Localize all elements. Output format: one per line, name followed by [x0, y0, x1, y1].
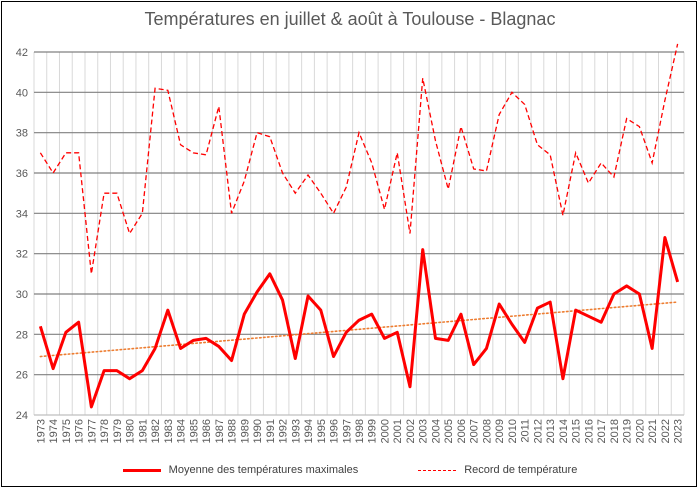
x-tick-label: 2016 [583, 419, 595, 443]
x-tick-label: 1973 [35, 419, 47, 443]
trendline [39, 301, 679, 358]
x-tick-label: 1992 [278, 419, 290, 443]
y-tick-label: 40 [16, 87, 28, 99]
y-tick-label: 34 [16, 208, 28, 220]
x-tick-label: 1975 [61, 419, 73, 443]
y-tick-label: 26 [16, 370, 28, 382]
x-tick-label: 2022 [660, 419, 672, 443]
legend: Moyenne des températures maximales Recor… [0, 460, 700, 480]
x-tick-label: 2005 [443, 419, 455, 443]
x-tick-label: 1998 [354, 419, 366, 443]
x-tick-label: 1976 [74, 419, 86, 443]
x-tick-label: 2002 [405, 419, 417, 443]
x-tick-label: 1987 [214, 419, 226, 443]
legend-dashed-line-swatch [418, 469, 457, 471]
y-tick-label: 42 [16, 47, 28, 59]
x-tick-label: 2020 [634, 419, 646, 443]
x-tick-label: 2001 [392, 419, 404, 443]
x-tick-label: 2003 [418, 419, 430, 443]
chart-title: Températures en juillet & août à Toulous… [144, 9, 556, 29]
x-tick-label: 1977 [86, 419, 98, 443]
y-tick-label: 32 [16, 249, 28, 261]
x-tick-label: 2011 [520, 419, 532, 443]
x-tick-label: 2017 [596, 419, 608, 443]
x-tick-label: 2019 [622, 419, 634, 443]
x-tick-label: 2000 [379, 419, 391, 443]
x-tick-label: 1988 [227, 419, 239, 443]
x-tick-label: 1994 [303, 419, 315, 443]
legend-solid-line-swatch [122, 468, 161, 472]
x-tick-label: 2012 [532, 419, 544, 443]
x-tick-label: 2014 [558, 419, 570, 443]
x-tick-label: 1979 [112, 419, 124, 443]
x-tick-label: 2007 [469, 419, 481, 443]
x-tick-label: 1985 [188, 419, 200, 443]
y-tick-label: 24 [16, 410, 28, 422]
x-tick-label: 1983 [163, 419, 175, 443]
x-tick-label: 1989 [239, 419, 251, 443]
legend-item-mean-max: Moyenne des températures maximales [122, 464, 359, 476]
y-tick-label: 30 [16, 289, 28, 301]
x-tick-label: 1991 [265, 419, 277, 443]
x-tick-label: 1990 [252, 419, 264, 443]
x-tick-label: 2004 [430, 419, 442, 443]
x-tick-label: 2021 [647, 419, 659, 443]
x-tick-label: 1997 [341, 419, 353, 443]
x-tick-label: 1974 [48, 419, 60, 443]
x-tick-label: 2015 [571, 419, 583, 443]
legend-item-record: Record de température [418, 464, 577, 476]
x-tick-label: 1984 [176, 419, 188, 443]
x-tick-label: 1978 [99, 419, 111, 443]
legend-label-record: Record de température [464, 464, 578, 476]
x-tick-label: 2023 [673, 419, 685, 443]
x-tick-label: 2006 [456, 419, 468, 443]
x-tick-label: 1993 [290, 419, 302, 443]
x-tick-label: 1986 [201, 419, 213, 443]
x-tick-label: 1999 [367, 419, 379, 443]
x-tick-label: 2010 [507, 419, 519, 443]
x-tick-label: 1996 [329, 419, 341, 443]
y-tick-label: 36 [16, 168, 28, 180]
x-tick-label: 1981 [137, 419, 149, 443]
x-tick-label: 1982 [150, 419, 162, 443]
x-tick-label: 1980 [125, 419, 137, 443]
x-tick-label: 2008 [481, 419, 493, 443]
x-tick-label: 1995 [316, 419, 328, 443]
legend-label-mean-max: Moyenne des températures maximales [168, 464, 359, 476]
x-tick-label: 2009 [494, 419, 506, 443]
y-tick-label: 38 [16, 128, 28, 140]
y-tick-label: 28 [16, 329, 28, 341]
x-tick-label: 2018 [609, 419, 621, 443]
x-tick-label: 2013 [545, 419, 557, 443]
